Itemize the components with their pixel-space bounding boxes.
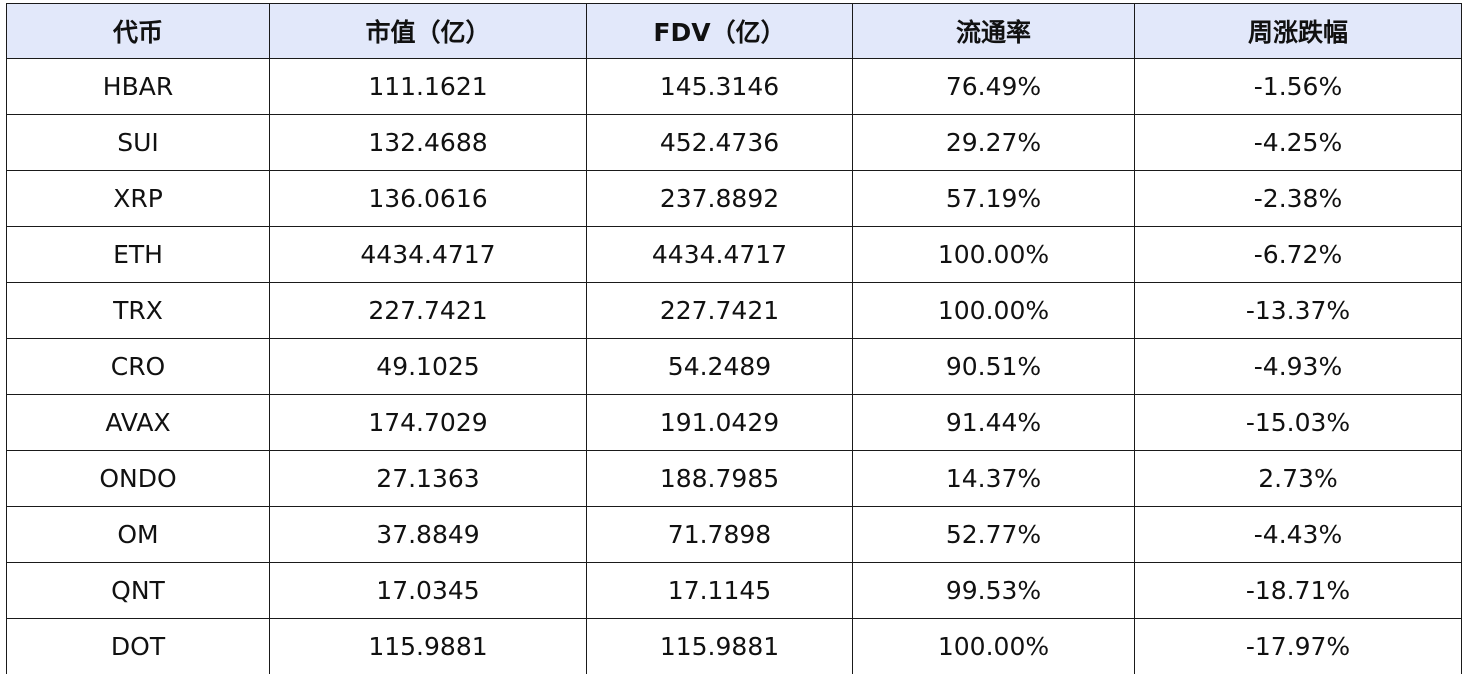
cell-circulation-rate: 100.00% [852,282,1135,339]
table-body: HBAR 111.1621 145.3146 76.49% -1.56% SUI… [6,58,1462,674]
header-weekly-change: 周涨跌幅 [1134,3,1462,59]
cell-circulation-rate: 91.44% [852,394,1135,451]
cell-circulation-rate: 29.27% [852,114,1135,171]
table-row: TRX 227.7421 227.7421 100.00% -13.37% [6,282,1462,339]
table-row: DOT 115.9881 115.9881 100.00% -17.97% [6,618,1462,674]
cell-weekly-change: -4.43% [1134,506,1462,563]
cell-fdv: 188.7985 [586,450,853,507]
cell-market-cap: 111.1621 [269,58,587,115]
token-table-container: 代币 市值（亿） FDV（亿） 流通率 周涨跌幅 HBAR 111.1621 1… [6,3,1462,674]
table-row: XRP 136.0616 237.8892 57.19% -2.38% [6,170,1462,227]
cell-market-cap: 132.4688 [269,114,587,171]
cell-fdv: 227.7421 [586,282,853,339]
cell-fdv: 71.7898 [586,506,853,563]
cell-token: CRO [6,338,270,395]
cell-market-cap: 136.0616 [269,170,587,227]
cell-weekly-change: -4.25% [1134,114,1462,171]
cell-token: SUI [6,114,270,171]
cell-circulation-rate: 100.00% [852,618,1135,674]
table-row: SUI 132.4688 452.4736 29.27% -4.25% [6,114,1462,171]
cell-market-cap: 4434.4717 [269,226,587,283]
cell-token: DOT [6,618,270,674]
cell-market-cap: 115.9881 [269,618,587,674]
cell-weekly-change: -17.97% [1134,618,1462,674]
cell-weekly-change: -13.37% [1134,282,1462,339]
cell-fdv: 4434.4717 [586,226,853,283]
cell-weekly-change: -2.38% [1134,170,1462,227]
cell-token: TRX [6,282,270,339]
cell-market-cap: 27.1363 [269,450,587,507]
table-row: ETH 4434.4717 4434.4717 100.00% -6.72% [6,226,1462,283]
table-header: 代币 市值（亿） FDV（亿） 流通率 周涨跌幅 [6,3,1462,59]
cell-circulation-rate: 14.37% [852,450,1135,507]
table-row: ONDO 27.1363 188.7985 14.37% 2.73% [6,450,1462,507]
table-row: QNT 17.0345 17.1145 99.53% -18.71% [6,562,1462,619]
table-row: AVAX 174.7029 191.0429 91.44% -15.03% [6,394,1462,451]
cell-fdv: 17.1145 [586,562,853,619]
cell-weekly-change: -4.93% [1134,338,1462,395]
cell-market-cap: 49.1025 [269,338,587,395]
table-row: HBAR 111.1621 145.3146 76.49% -1.56% [6,58,1462,115]
cell-token: AVAX [6,394,270,451]
cell-weekly-change: -1.56% [1134,58,1462,115]
table-row: OM 37.8849 71.7898 52.77% -4.43% [6,506,1462,563]
cell-market-cap: 37.8849 [269,506,587,563]
cell-circulation-rate: 100.00% [852,226,1135,283]
cell-fdv: 452.4736 [586,114,853,171]
cell-token: HBAR [6,58,270,115]
cell-circulation-rate: 90.51% [852,338,1135,395]
cell-market-cap: 227.7421 [269,282,587,339]
header-token: 代币 [6,3,270,59]
token-table: 代币 市值（亿） FDV（亿） 流通率 周涨跌幅 HBAR 111.1621 1… [6,3,1462,674]
header-market-cap: 市值（亿） [269,3,587,59]
cell-circulation-rate: 57.19% [852,170,1135,227]
cell-fdv: 191.0429 [586,394,853,451]
cell-token: ONDO [6,450,270,507]
header-circulation-rate: 流通率 [852,3,1135,59]
cell-weekly-change: -15.03% [1134,394,1462,451]
cell-circulation-rate: 99.53% [852,562,1135,619]
cell-circulation-rate: 76.49% [852,58,1135,115]
cell-market-cap: 174.7029 [269,394,587,451]
cell-token: XRP [6,170,270,227]
cell-weekly-change: 2.73% [1134,450,1462,507]
header-fdv: FDV（亿） [586,3,853,59]
cell-token: ETH [6,226,270,283]
cell-circulation-rate: 52.77% [852,506,1135,563]
cell-weekly-change: -6.72% [1134,226,1462,283]
cell-market-cap: 17.0345 [269,562,587,619]
cell-fdv: 54.2489 [586,338,853,395]
cell-token: QNT [6,562,270,619]
cell-weekly-change: -18.71% [1134,562,1462,619]
cell-fdv: 237.8892 [586,170,853,227]
cell-fdv: 145.3146 [586,58,853,115]
cell-token: OM [6,506,270,563]
header-row: 代币 市值（亿） FDV（亿） 流通率 周涨跌幅 [6,3,1462,59]
cell-fdv: 115.9881 [586,618,853,674]
table-row: CRO 49.1025 54.2489 90.51% -4.93% [6,338,1462,395]
